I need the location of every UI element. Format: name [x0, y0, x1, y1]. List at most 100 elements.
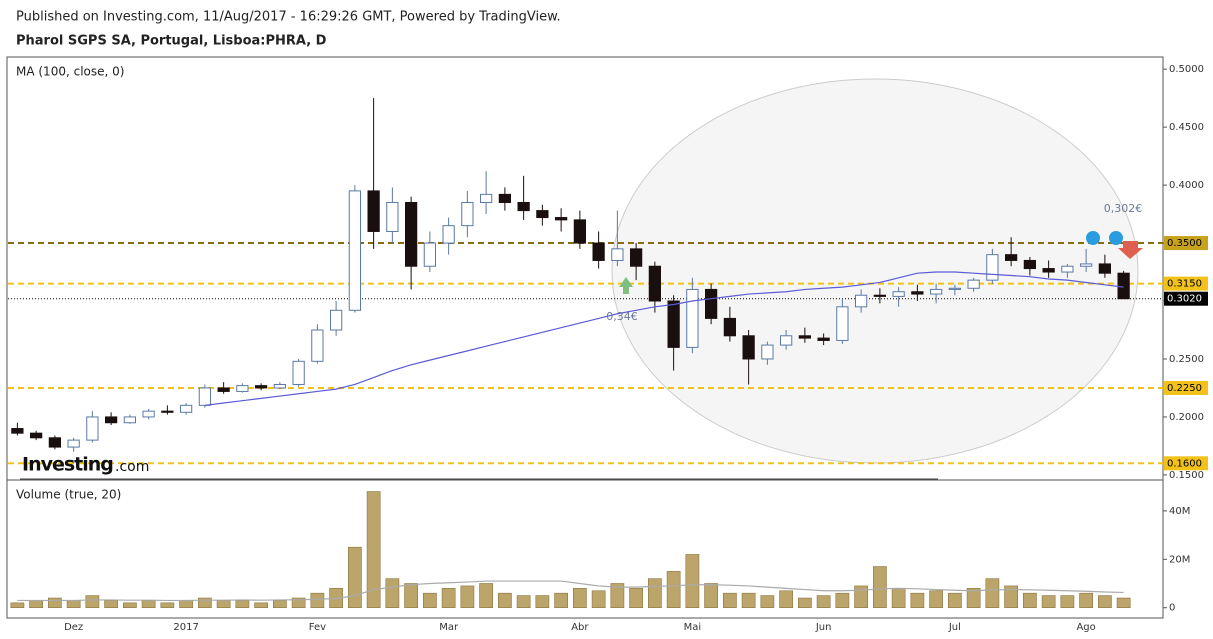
candle-body: [948, 287, 961, 290]
y-tick-label: 0.4000: [1169, 180, 1204, 191]
highlight-ellipse: [611, 78, 1139, 464]
candle-body: [536, 210, 549, 219]
level-label: 0.1600: [1167, 458, 1202, 469]
candle-body: [1080, 263, 1093, 267]
event-icon[interactable]: [1109, 231, 1123, 245]
sell-arrow: [1118, 241, 1143, 259]
plot: 0.15000.20000.25000.30000.35000.40000.45…: [8, 64, 1208, 633]
volume-bar: [891, 588, 906, 609]
level-label-box: [1164, 380, 1208, 395]
logo-area: [20, 453, 938, 479]
candle-body: [498, 193, 511, 203]
volume-bar: [423, 592, 437, 609]
candle-body: [573, 219, 586, 244]
candle-body: [855, 294, 868, 308]
volume-bar: [404, 583, 418, 609]
volume-bar: [816, 595, 831, 609]
candle-body: [986, 254, 999, 281]
candle-body: [723, 317, 736, 337]
candle-body: [705, 288, 718, 319]
moving-average: [17, 580, 1124, 602]
logo: Investing: [22, 454, 113, 476]
volume-bar: [310, 592, 325, 609]
candle-body: [11, 428, 24, 434]
volume-bar: [985, 578, 1000, 609]
candle-body: [105, 416, 118, 424]
candle-body: [1005, 254, 1018, 261]
level-label-box: [1164, 236, 1208, 251]
candle-body: [648, 265, 661, 302]
volume-bar: [704, 583, 718, 609]
candle-body: [292, 360, 305, 385]
candle-body: [780, 335, 793, 346]
symbol-title: Pharol SGPS SA, Portugal, Lisboa:PHRA, D: [16, 34, 327, 49]
candle-body: [367, 190, 380, 232]
candle-body: [30, 432, 43, 439]
candle-body: [611, 248, 624, 261]
volume-bar: [723, 592, 737, 609]
volume-bar: [535, 595, 550, 609]
pane-title: Volume (true, 20): [16, 488, 121, 502]
candle-body: [742, 335, 755, 360]
volume-bar: [798, 597, 812, 609]
volume-bar: [516, 595, 531, 609]
volume-bar: [760, 595, 775, 609]
x-tick-label: Mar: [439, 622, 459, 633]
candle-body: [86, 416, 99, 441]
x-tick-label: Mai: [684, 622, 702, 633]
volume-bar: [685, 554, 700, 609]
event-icon[interactable]: [1086, 231, 1100, 245]
volume-bar: [235, 600, 250, 609]
candle-body: [423, 242, 436, 267]
level-label: 0.3150: [1167, 279, 1202, 290]
candle-body: [892, 291, 905, 297]
volume-bar: [66, 600, 81, 609]
volume-bar: [1060, 595, 1075, 609]
annotation: 0,34€: [606, 310, 638, 323]
candle-body: [1098, 263, 1111, 274]
candle-body: [386, 201, 399, 232]
candle-body: [442, 225, 455, 244]
level-label-box: [1164, 456, 1208, 471]
level-label: 0.3500: [1167, 238, 1202, 249]
x-tick-label: Abr: [571, 622, 589, 633]
y-tick-label: 0.5000: [1169, 64, 1204, 75]
x-tick-label: Dez: [64, 622, 83, 633]
candle-body: [630, 248, 643, 267]
level-label: 0.3020: [1167, 294, 1202, 305]
volume-bar: [666, 571, 681, 609]
volume-bar: [1004, 585, 1018, 609]
published-note: Published on Investing.com, 11/Aug/2017 …: [16, 10, 561, 25]
volume-bar: [1041, 595, 1056, 609]
volume-bar: [610, 583, 625, 609]
candle-body: [817, 337, 830, 341]
x-tick-label: 2017: [173, 622, 198, 633]
volume-bar: [216, 600, 231, 609]
candle-body: [255, 385, 268, 389]
candle-body: [667, 300, 680, 348]
candle-body: [161, 410, 174, 413]
y-tick-label: 20M: [1169, 554, 1190, 565]
candle-body: [405, 201, 418, 267]
candle-body: [198, 387, 211, 406]
candle-body: [180, 404, 193, 413]
volume-bar: [835, 592, 850, 609]
pane-title: MA (100, close, 0): [16, 65, 124, 79]
volume-bar: [10, 602, 25, 609]
logo-suffix: .com: [115, 459, 149, 475]
candle-body: [348, 190, 361, 311]
candle-body: [142, 410, 155, 418]
candle-body: [48, 437, 61, 448]
candle-body: [836, 306, 849, 341]
volume-bar: [873, 566, 887, 609]
volume-bar: [629, 588, 643, 609]
volume-bar: [854, 585, 868, 609]
volume-bar: [291, 597, 306, 609]
volume-bar: [198, 597, 212, 609]
volume-bar: [460, 585, 475, 609]
candle-body: [273, 383, 286, 389]
candle-body: [686, 288, 699, 348]
volume-bar: [648, 578, 662, 609]
volume-bar: [29, 600, 43, 609]
volume-bar: [741, 592, 756, 609]
